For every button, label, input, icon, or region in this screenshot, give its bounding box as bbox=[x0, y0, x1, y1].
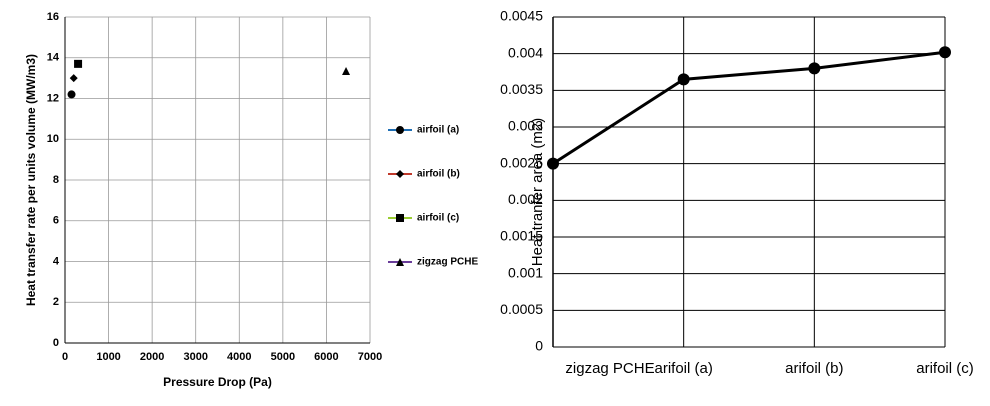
x-tick-label: arifoil (b) bbox=[785, 360, 843, 377]
x-tick-label: 5000 bbox=[271, 351, 295, 363]
y-tick-label: 10 bbox=[47, 133, 59, 145]
y-tick-label: 12 bbox=[47, 92, 59, 104]
y-tick-label: 0 bbox=[535, 338, 543, 354]
x-tick-label: 0 bbox=[62, 351, 68, 363]
y-tick-label: 0.003 bbox=[508, 118, 543, 134]
y-axis-title: Heat tranfer area (m2) bbox=[529, 118, 546, 266]
x-tick-label: 3000 bbox=[183, 351, 207, 363]
x-tick-label: 1000 bbox=[96, 351, 120, 363]
x-tick-label: 4000 bbox=[227, 351, 251, 363]
x-tick-label: 2000 bbox=[140, 351, 164, 363]
legend-label: zigzag PCHE bbox=[417, 257, 478, 268]
legend-marker bbox=[396, 258, 404, 266]
marker bbox=[342, 66, 351, 75]
y-tick-label: 2 bbox=[53, 296, 59, 308]
y-tick-label: 0.0005 bbox=[500, 301, 543, 317]
y-tick-label: 14 bbox=[47, 52, 60, 64]
y-tick-label: 6 bbox=[53, 215, 59, 227]
y-tick-label: 0.0025 bbox=[500, 154, 543, 170]
y-tick-label: 0.0015 bbox=[500, 228, 543, 244]
x-tick-label: zigzag PCHE bbox=[565, 360, 654, 377]
y-tick-label: 8 bbox=[53, 174, 59, 186]
y-axis-title: Heat transfer rate per units volume (MW/… bbox=[24, 54, 38, 306]
y-tick-label: 0 bbox=[53, 337, 59, 349]
y-tick-label: 0.0035 bbox=[500, 81, 543, 97]
legend-label: airfoil (a) bbox=[417, 125, 459, 136]
legend-marker bbox=[396, 170, 404, 178]
y-tick-label: 0.002 bbox=[508, 191, 543, 207]
x-axis-title: Pressure Drop (Pa) bbox=[163, 375, 272, 389]
data-point bbox=[939, 46, 951, 59]
y-tick-label: 16 bbox=[47, 11, 59, 23]
legend-marker bbox=[396, 126, 404, 134]
x-tick-label: arifoil (c) bbox=[916, 360, 974, 377]
data-point bbox=[808, 62, 821, 75]
marker bbox=[74, 59, 83, 68]
marker bbox=[69, 74, 78, 83]
legend-marker bbox=[396, 214, 404, 222]
y-tick-label: 4 bbox=[53, 255, 60, 267]
data-line bbox=[552, 50, 946, 165]
data-point bbox=[547, 157, 559, 170]
scatter-chart: 0 2 4 6 8 10 12 14 16 0 1000 2000 3000 4000 5000 6000 70… bbox=[24, 11, 478, 389]
x-tick-label: arifoil (a) bbox=[654, 360, 712, 377]
y-tick-label: 0.001 bbox=[508, 264, 543, 280]
legend-label: airfoil (c) bbox=[417, 213, 459, 224]
marker bbox=[67, 90, 76, 99]
line-chart: 0 0.0005 0.001 0.0015 0.002 0.0025 0.003 0.0035… bbox=[500, 8, 974, 377]
x-tick-label: 7000 bbox=[358, 351, 382, 363]
y-tick-label: 0.0045 bbox=[500, 8, 543, 24]
legend-label: airfoil (b) bbox=[417, 169, 460, 180]
x-tick-label: 6000 bbox=[314, 351, 338, 363]
y-tick-label: 0.004 bbox=[508, 44, 543, 60]
data-point bbox=[677, 73, 690, 86]
